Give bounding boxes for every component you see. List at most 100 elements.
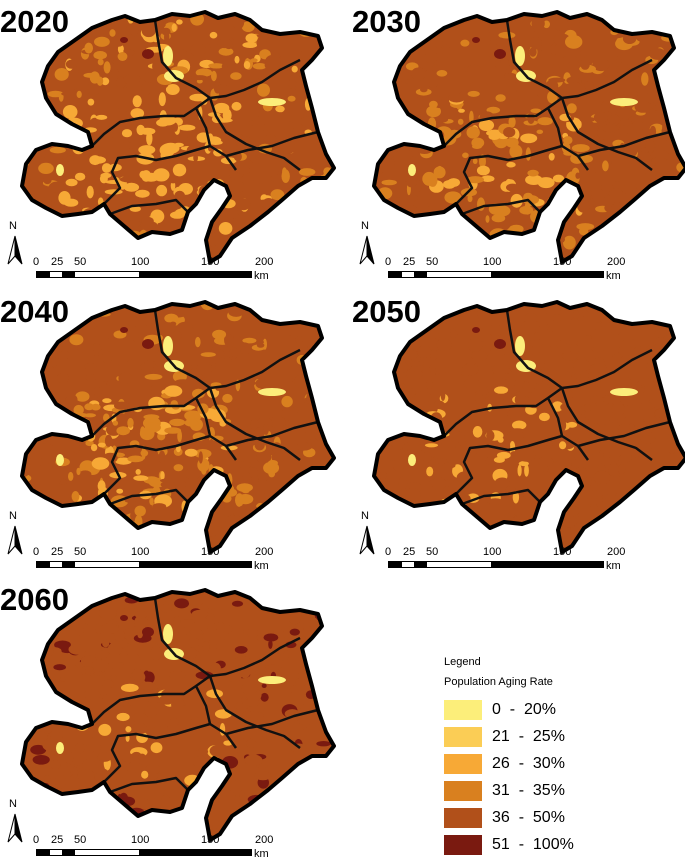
municipality-patch (273, 226, 288, 235)
municipality-patch (625, 243, 634, 255)
municipality-patch (327, 329, 331, 342)
municipality-patch (84, 613, 101, 626)
municipality-patch (185, 163, 195, 167)
municipality-patch (77, 91, 82, 98)
municipality-patch (27, 373, 32, 387)
municipality-patch (508, 389, 517, 394)
municipality-patch (526, 147, 531, 160)
year-label: 2030 (352, 4, 421, 40)
municipality-patch (242, 42, 257, 48)
municipality-patch (113, 421, 118, 426)
municipality-patch (651, 252, 669, 264)
municipality-patch (256, 511, 273, 517)
municipality-patch (291, 220, 306, 227)
municipality-patch (433, 228, 450, 234)
legend-swatch (444, 700, 482, 720)
scale-tick-label: 50 (74, 546, 86, 558)
municipality-patch (314, 254, 327, 263)
municipality-patch (85, 226, 96, 238)
municipality-patch (102, 680, 114, 689)
municipality-patch (656, 138, 667, 146)
municipality-patch (110, 534, 121, 542)
municipality-patch (665, 85, 682, 91)
municipality-patch (382, 180, 397, 186)
municipality-patch (237, 166, 251, 174)
municipality-patch (30, 364, 40, 378)
municipality-patch (306, 773, 313, 781)
municipality-patch (49, 526, 67, 535)
municipality-patch (381, 53, 399, 61)
municipality-patch (468, 91, 480, 97)
municipality-patch (34, 344, 46, 357)
municipality-patch (264, 490, 271, 496)
municipality-patch (584, 404, 592, 412)
municipality-patch (27, 126, 42, 140)
municipality-patch (59, 725, 63, 733)
municipality-patch (494, 457, 505, 463)
municipality-patch (66, 394, 78, 404)
municipality-patch (575, 173, 580, 179)
municipality-patch (326, 18, 334, 28)
municipality-patch (604, 527, 621, 537)
municipality-patch (385, 419, 399, 429)
municipality-patch (279, 106, 284, 112)
municipality-patch (580, 117, 595, 123)
municipality-patch (666, 483, 682, 496)
municipality-patch (491, 246, 496, 254)
scale-tick-label: 0 (33, 834, 39, 846)
municipality-patch (602, 160, 609, 171)
municipality-patch (420, 217, 433, 229)
municipality-patch (14, 146, 29, 150)
municipality-patch (529, 47, 537, 56)
municipality-patch (595, 322, 602, 330)
municipality-patch (623, 90, 638, 98)
municipality-patch (50, 147, 66, 154)
municipality-patch (610, 540, 620, 546)
scale-segment (62, 850, 75, 855)
municipality-patch (322, 204, 331, 212)
municipality-patch (45, 509, 60, 515)
municipality-patch (630, 504, 635, 509)
municipality-patch (185, 825, 199, 833)
municipality-patch (141, 771, 148, 779)
municipality-patch (566, 191, 579, 198)
municipality-patch (43, 335, 53, 349)
scale-tick-label: 0 (385, 546, 391, 558)
municipality-patch (325, 367, 335, 372)
municipality-patch (111, 136, 126, 144)
municipality-patch (91, 444, 97, 451)
municipality-patch (195, 337, 201, 347)
municipality-patch (393, 466, 403, 471)
municipality-patch (194, 215, 204, 224)
municipality-patch (518, 449, 536, 462)
municipality-patch (236, 821, 248, 828)
municipality-patch (142, 25, 156, 37)
municipality-patch (275, 212, 291, 218)
municipality-patch (258, 11, 272, 21)
municipality-patch (60, 677, 66, 681)
municipality-patch (297, 225, 314, 235)
municipality-patch (368, 95, 377, 105)
municipality-patch (98, 59, 104, 66)
municipality-patch (379, 527, 386, 533)
municipality-patch (503, 127, 515, 137)
municipality-patch (594, 471, 611, 484)
municipality-patch (58, 532, 71, 542)
municipality-patch (85, 744, 101, 752)
municipality-patch (207, 596, 217, 610)
municipality-patch (26, 522, 31, 529)
municipality-patch (442, 44, 450, 58)
municipality-patch (120, 176, 137, 182)
municipality-patch (285, 420, 289, 425)
municipality-patch (261, 693, 269, 702)
municipality-patch (265, 134, 277, 143)
municipality-patch (435, 116, 448, 122)
municipality-patch (601, 232, 611, 240)
municipality-patch (247, 813, 260, 821)
municipality-patch (431, 368, 437, 376)
municipality-patch (604, 232, 610, 239)
municipality-patch (41, 138, 55, 142)
municipality-patch (305, 246, 313, 255)
municipality-patch (498, 237, 504, 246)
